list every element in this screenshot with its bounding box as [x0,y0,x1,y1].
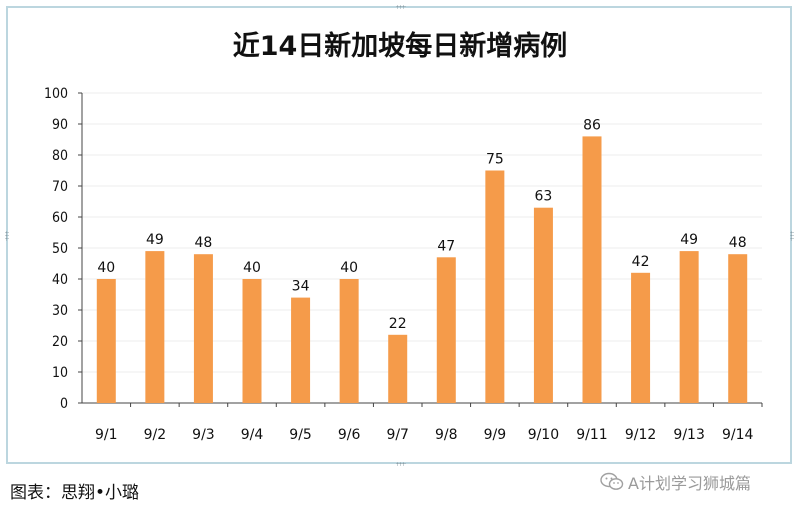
x-tick-label: 9/2 [144,427,167,443]
data-label: 40 [340,260,358,276]
data-label: 34 [292,279,310,295]
data-label: 40 [243,260,261,276]
bar [339,279,359,403]
data-label: 47 [437,238,455,254]
x-tick-label: 9/10 [528,427,559,443]
x-tick-label: 9/14 [722,427,754,443]
data-label: 86 [583,117,601,133]
x-tick-label: 9/7 [386,427,409,443]
x-tick-label: 9/3 [192,427,215,443]
y-tick-label: 70 [52,179,68,195]
bar [679,251,699,403]
bar [582,136,602,403]
data-label: 40 [97,260,115,276]
y-tick-label: 30 [52,303,68,319]
x-tick-label: 9/1 [95,427,118,443]
y-tick-label: 100 [44,86,68,102]
y-tick-label: 20 [52,334,68,350]
y-tick-label: 80 [52,148,68,164]
resize-handle-bottom[interactable] [396,462,406,466]
bar [436,257,456,403]
x-tick-label: 9/11 [576,427,607,443]
y-tick-label: 10 [52,365,68,381]
watermark-text: A计划学习狮城篇 [628,474,751,493]
x-tick-label: 9/6 [338,427,361,443]
data-label: 49 [680,232,698,248]
chart-caption: 图表：思翔•小璐 [10,483,140,503]
resize-handle-right[interactable] [790,231,794,241]
x-tick-label: 9/5 [289,427,312,443]
resize-handle-left[interactable] [5,231,9,241]
y-tick-label: 60 [52,210,68,226]
data-label: 22 [389,316,407,332]
bar [728,254,748,403]
data-label: 63 [535,189,553,205]
y-tick-label: 40 [52,272,68,288]
bar [291,297,311,403]
bar [242,279,262,403]
data-label: 49 [146,232,164,248]
data-label: 42 [632,254,650,270]
x-tick-label: 9/13 [673,427,704,443]
x-tick-label: 9/4 [241,427,264,443]
bar [193,254,213,403]
bar [533,207,553,403]
y-tick-label: 0 [60,396,68,412]
wechat-icon [600,472,624,490]
x-tick-label: 9/9 [484,427,507,443]
bar [631,272,651,403]
watermark: A计划学习狮城篇 [600,470,751,494]
data-label: 48 [195,235,213,251]
y-tick-label: 90 [52,117,68,133]
data-label: 75 [486,152,504,168]
y-tick-label: 50 [52,241,68,257]
bar [485,170,505,403]
bar-chart: 0 10 20 30 40 50 60 70 80 90 100 40 9/1 49 9/2 48 9/3 40 9… [44,86,763,443]
resize-handle-top[interactable] [396,5,406,9]
x-tick-label: 9/12 [625,427,656,443]
data-label: 48 [729,235,747,251]
bar [96,279,116,403]
x-tick-label: 9/8 [435,427,458,443]
bar [388,334,408,403]
bar [145,251,165,403]
chart-title: 近14日新加坡每日新增病例 [232,31,568,62]
